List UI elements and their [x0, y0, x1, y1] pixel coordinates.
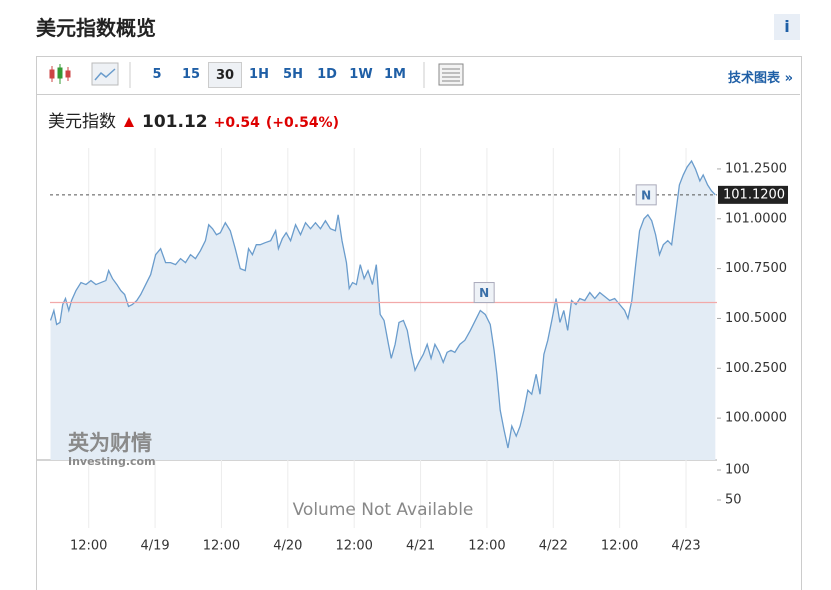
x-tick-label: 4/20	[273, 539, 302, 554]
up-arrow	[124, 117, 134, 127]
candle-icon[interactable]	[49, 64, 71, 84]
quote: 美元指数 101.12 +0.54 (+0.54%)	[48, 107, 339, 132]
watermark-sub: Investing.com	[68, 455, 156, 468]
table-icon[interactable]	[438, 63, 464, 86]
y-tick-label: 100.5000	[725, 311, 787, 326]
x-tick-label: 4/21	[406, 539, 435, 554]
area	[50, 160, 716, 460]
plot-layer	[50, 148, 716, 528]
event-marker-label: N	[479, 286, 489, 300]
volume-tick-label: 50	[725, 493, 742, 508]
watermark: 英为财情	[68, 431, 152, 455]
x-tick-label: 12:00	[601, 539, 638, 554]
x-tick-label: 12:00	[203, 539, 240, 554]
last-value-label: 101.1200	[723, 187, 785, 202]
volume-tick-label: 100	[725, 463, 750, 478]
interval-button[interactable]: 1W	[349, 67, 373, 82]
x-tick-label: 4/22	[539, 539, 568, 554]
quote-change: +0.54	[213, 115, 260, 131]
link-text[interactable]: 技术图表	[728, 71, 781, 86]
last-value-box	[718, 185, 788, 204]
event-marker	[473, 282, 495, 304]
interval-button[interactable]: 5	[152, 67, 162, 82]
interval-button[interactable]: 1M	[384, 67, 406, 82]
title: 美元指数概览	[36, 16, 156, 40]
y-tick-label: 100.0000	[725, 411, 787, 426]
interval-button[interactable]: 1D	[317, 67, 337, 82]
x-tick-label: 4/23	[671, 539, 700, 554]
interval-button[interactable]: 30	[208, 62, 242, 88]
x-tick-label: 12:00	[468, 539, 505, 554]
x-tick-label: 12:00	[335, 539, 372, 554]
x-tick-label: 4/19	[140, 539, 169, 554]
line-icon[interactable]	[91, 62, 119, 86]
price-line	[49, 159, 716, 449]
interval-bar: 5 15 30 1H 5H 1D 1W 1M	[140, 62, 412, 88]
info-button[interactable]: i	[774, 14, 800, 40]
quote-price: 101.12	[142, 112, 208, 132]
y-tick-label: 101.2500	[725, 161, 787, 176]
widget-frame	[36, 56, 802, 590]
quote-change-pct: (+0.54%)	[265, 115, 339, 131]
event-marker-label: N	[641, 188, 651, 202]
toolbar	[37, 57, 800, 95]
volume-note: Volume Not Available	[293, 500, 474, 520]
interval-button[interactable]: 1H	[249, 67, 269, 82]
y-tick-label: 101.0000	[725, 211, 787, 226]
y-tick-label: 100.2500	[725, 361, 787, 376]
link-arrow[interactable]: »	[784, 71, 793, 86]
interval-button[interactable]: 5H	[283, 67, 303, 82]
event-marker	[635, 184, 657, 206]
x-tick-label: 12:00	[70, 539, 107, 554]
quote-name: 美元指数	[48, 112, 116, 132]
technical-chart-link[interactable]: 技术图表 »	[728, 67, 793, 86]
interval-button[interactable]: 15	[181, 67, 201, 82]
y-tick-label: 100.7500	[725, 261, 787, 276]
